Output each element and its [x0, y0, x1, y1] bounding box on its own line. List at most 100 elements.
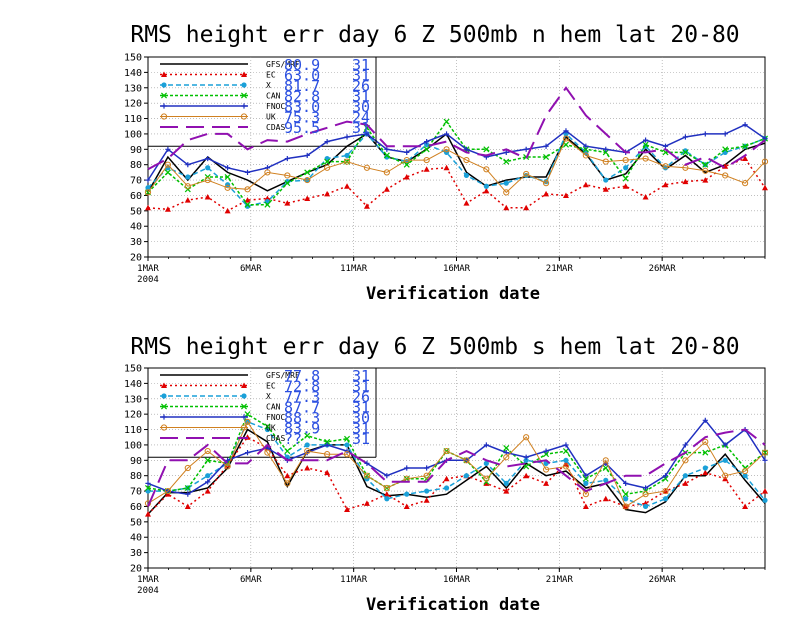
- y-tick-label: 80: [130, 160, 142, 171]
- data-point-can: [702, 161, 709, 168]
- legend-x-label: X: [266, 81, 271, 90]
- data-point-uk: [403, 156, 410, 164]
- data-point-ec: [284, 472, 291, 479]
- data-point-uk: [363, 472, 371, 479]
- data-point-uk: [284, 172, 291, 179]
- legend-fnoc-marker: [241, 103, 247, 109]
- data-point-ec: [503, 488, 510, 494]
- data-point-ec: [403, 174, 410, 180]
- legend-gfs-mrf-label: GFS/MRF: [266, 60, 300, 69]
- data-point-uk: [702, 167, 709, 174]
- chart-title: RMS height err day 6 Z 500mb s hem lat 2…: [130, 334, 739, 360]
- data-point-fnoc: [165, 146, 171, 152]
- series-line-fnoc: [147, 123, 766, 181]
- data-point-can: [244, 201, 251, 208]
- y-tick-label: 60: [130, 502, 142, 513]
- y-tick-label: 70: [130, 487, 142, 498]
- legend-ec-mean: 63.0: [284, 67, 320, 85]
- data-point-uk: [702, 438, 709, 445]
- data-point-uk: [602, 457, 609, 464]
- series-line-cdas: [147, 428, 766, 507]
- data-point-can: [204, 457, 211, 464]
- data-point-fnoc: [463, 146, 470, 152]
- data-point-can: [582, 475, 589, 482]
- data-point-fnoc: [662, 143, 669, 149]
- legend-ec-marker: [161, 71, 167, 77]
- data-point-fnoc: [503, 149, 509, 155]
- data-point-fnoc: [523, 146, 529, 152]
- legend-can-count: 31: [352, 399, 370, 417]
- data-point-ec: [204, 488, 211, 494]
- data-point-can: [742, 143, 749, 150]
- data-point-fnoc: [344, 134, 350, 140]
- data-point-ec: [503, 204, 510, 211]
- legend-x-mean: 81.7: [284, 77, 320, 95]
- data-point-ec: [562, 192, 569, 198]
- data-point-ec: [363, 500, 370, 506]
- series-line-fnoc: [147, 419, 766, 495]
- data-point-x: [483, 183, 489, 189]
- data-point-uk: [383, 169, 390, 176]
- legend-ec-label: EC: [266, 382, 276, 391]
- data-point-fnoc: [424, 139, 430, 145]
- series-line-cdas: [147, 86, 766, 171]
- data-point-fnoc: [682, 442, 688, 448]
- data-point-x: [603, 177, 609, 183]
- data-point-uk: [304, 176, 311, 184]
- data-point-can: [383, 152, 390, 159]
- series-line-gfs-mrf: [147, 132, 766, 193]
- data-point-x: [205, 473, 211, 479]
- data-point-ec: [582, 181, 589, 188]
- y-tick-label: 60: [130, 191, 142, 202]
- data-point-x: [702, 465, 708, 471]
- data-point-can: [543, 153, 550, 161]
- x-tick-label: 16MAR: [443, 575, 471, 585]
- data-point-x: [762, 497, 768, 503]
- x-tick-label: 1MAR: [137, 264, 159, 274]
- y-tick-label: 150: [124, 53, 142, 64]
- legend-x-label: X: [266, 392, 271, 401]
- data-point-can: [722, 146, 729, 153]
- legend-uk-label: UK: [266, 424, 276, 433]
- data-point-fnoc: [642, 137, 649, 143]
- data-point-fnoc: [424, 465, 430, 471]
- data-point-fnoc: [404, 465, 410, 471]
- data-point-fnoc: [225, 165, 231, 171]
- legend-uk-mean: 83.9: [284, 420, 320, 438]
- data-point-fnoc: [682, 134, 688, 140]
- data-point-x: [463, 172, 470, 179]
- data-point-uk: [463, 156, 470, 164]
- y-tick-label: 50: [130, 206, 142, 217]
- data-point-x: [503, 480, 509, 486]
- data-point-uk: [483, 166, 490, 173]
- data-point-can: [403, 161, 410, 168]
- y-tick-label: 130: [124, 394, 142, 405]
- series-line-uk: [147, 420, 766, 508]
- data-point-ec: [602, 186, 609, 192]
- data-point-uk: [562, 463, 570, 470]
- data-point-uk: [264, 169, 271, 176]
- data-point-x: [503, 180, 509, 186]
- data-point-x: [145, 185, 151, 191]
- data-point-ec: [204, 194, 211, 200]
- data-point-uk: [722, 472, 729, 479]
- data-point-fnoc: [443, 131, 450, 137]
- data-point-uk: [284, 480, 291, 487]
- data-point-fnoc: [583, 143, 589, 149]
- data-point-x: [623, 165, 629, 171]
- data-point-fnoc: [483, 442, 489, 448]
- y-tick-label: 50: [130, 517, 142, 528]
- y-tick-label: 40: [130, 222, 142, 233]
- data-point-uk: [224, 463, 231, 470]
- data-point-uk: [542, 466, 550, 473]
- data-point-uk: [662, 487, 669, 495]
- data-point-ec: [543, 480, 550, 486]
- data-point-uk: [144, 189, 152, 196]
- x-tick-label: 26MAR: [649, 575, 677, 585]
- legend-gfs-mrf-mean: 80.9: [284, 56, 320, 74]
- legend-uk-label: UK: [266, 113, 276, 122]
- data-point-ec: [682, 480, 689, 486]
- data-point-ec: [543, 190, 550, 197]
- data-point-fnoc: [762, 457, 768, 463]
- data-point-can: [164, 169, 171, 176]
